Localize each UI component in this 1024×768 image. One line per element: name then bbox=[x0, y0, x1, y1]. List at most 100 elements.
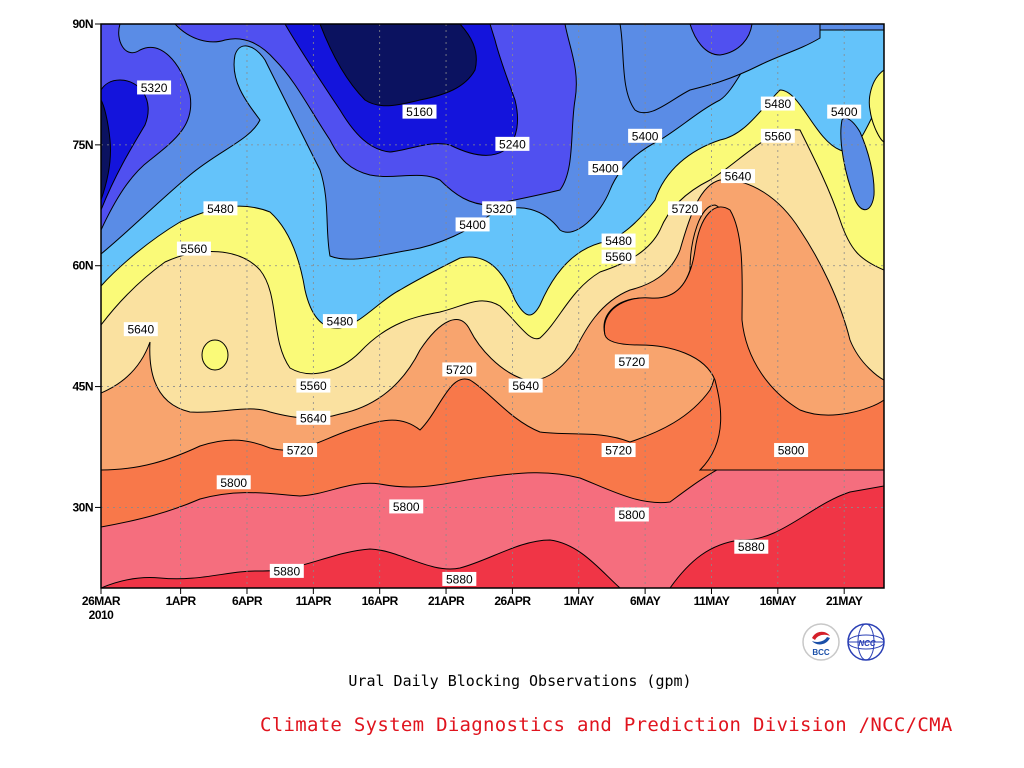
contour-label-text: 5480 bbox=[327, 315, 354, 329]
x-tick-year-label: 2010 bbox=[89, 608, 115, 622]
contour-label-text: 5400 bbox=[592, 162, 619, 176]
contour-label: 5480 bbox=[203, 201, 238, 216]
contour-label: 5400 bbox=[827, 104, 862, 119]
contour-label-text: 5880 bbox=[273, 564, 300, 578]
contour-label-box bbox=[216, 475, 251, 490]
y-tick-label: 75N bbox=[72, 138, 93, 152]
band-5240-right-core bbox=[689, 24, 753, 56]
x-axis: 26MAR 1APR 6APR 11APR 16APR 21APR 26APR 1MAY 6MA… bbox=[82, 588, 863, 622]
contour-label: 5240 bbox=[495, 136, 530, 151]
contour-label-text: 5160 bbox=[406, 105, 433, 119]
contour-label: 5720 bbox=[283, 443, 318, 458]
contour-label-text: 5400 bbox=[632, 129, 659, 143]
contour-label-text: 5800 bbox=[778, 444, 805, 458]
contour-label-box bbox=[389, 499, 424, 514]
band-5240-5320-right bbox=[619, 24, 821, 114]
contour-label-box bbox=[137, 80, 172, 95]
contour-label-text: 5880 bbox=[738, 540, 765, 554]
band-below-5160-west bbox=[101, 99, 111, 201]
chart-title: Ural Daily Blocking Observations (gpm) bbox=[348, 672, 692, 690]
contour-labels: 5320 5160 5240 5400 5480 5400 5400 5560 5320 5400… bbox=[123, 80, 862, 586]
contour-label-text: 5720 bbox=[287, 444, 314, 458]
contour-label-box bbox=[203, 201, 238, 216]
contour-label-text: 5560 bbox=[605, 250, 632, 264]
contour-label: 5640 bbox=[721, 169, 756, 184]
contour-label: 5800 bbox=[774, 443, 809, 458]
contour-label: 5560 bbox=[176, 241, 211, 256]
contour-label-box bbox=[667, 201, 702, 216]
contour-label-box bbox=[601, 249, 636, 264]
contour-label-box bbox=[296, 410, 331, 425]
contour-label-text: 5560 bbox=[764, 129, 791, 143]
contour-label-text: 5880 bbox=[446, 572, 473, 586]
contour-label-box bbox=[721, 169, 756, 184]
contour-label: 5640 bbox=[296, 410, 331, 425]
contour-label-box bbox=[508, 378, 543, 393]
contour-label-box bbox=[123, 322, 158, 337]
contour-label: 5800 bbox=[614, 507, 649, 522]
band-5720-enclave bbox=[603, 206, 884, 471]
contour-label-text: 5800 bbox=[618, 508, 645, 522]
contour-label-box bbox=[283, 443, 318, 458]
contour-label: 5560 bbox=[760, 128, 795, 143]
contour-label-text: 5800 bbox=[393, 500, 420, 514]
contour-label-text: 5400 bbox=[459, 218, 486, 232]
contour-label: 5720 bbox=[442, 362, 477, 377]
contour-label: 5720 bbox=[601, 443, 636, 458]
contour-label: 5800 bbox=[216, 475, 251, 490]
contour-label-text: 5320 bbox=[141, 81, 168, 95]
contour-label: 5320 bbox=[482, 201, 517, 216]
plot-frame bbox=[100, 23, 885, 589]
y-tick-label: 60N bbox=[72, 259, 93, 273]
contour-label: 5720 bbox=[614, 354, 649, 369]
x-tick-label: 6MAY bbox=[630, 594, 661, 608]
contour-label-text: 5720 bbox=[446, 363, 473, 377]
x-tick-label: 16MAY bbox=[760, 594, 797, 608]
contour-label-box bbox=[601, 233, 636, 248]
y-tick-label: 90N bbox=[72, 17, 93, 31]
bcc-logo-text: BCC bbox=[812, 648, 830, 657]
contour-label: 5400 bbox=[628, 128, 663, 143]
contour-label-box bbox=[482, 201, 517, 216]
contour-label: 5880 bbox=[734, 539, 769, 554]
contour-label-text: 5560 bbox=[300, 379, 327, 393]
contour-label-text: 5720 bbox=[605, 444, 632, 458]
contour-label-text: 5480 bbox=[764, 97, 791, 111]
contour-label-box bbox=[614, 507, 649, 522]
contour-label-box bbox=[442, 362, 477, 377]
contour-label-text: 5640 bbox=[300, 411, 327, 425]
contour-label-box bbox=[628, 128, 663, 143]
contour-label-text: 5640 bbox=[725, 170, 752, 184]
x-tick-label: 26MAR bbox=[82, 594, 121, 608]
x-tick-label: 26APR bbox=[494, 594, 531, 608]
contour-label: 5800 bbox=[389, 499, 424, 514]
contour-label-text: 5800 bbox=[220, 476, 247, 490]
contour-label-box bbox=[760, 96, 795, 111]
x-tick-label: 1MAY bbox=[564, 594, 595, 608]
contour-label: 5880 bbox=[269, 563, 304, 578]
contour-label-box bbox=[601, 443, 636, 458]
x-tick-label: 16APR bbox=[362, 594, 399, 608]
x-tick-label: 21MAY bbox=[826, 594, 863, 608]
contour-label: 5160 bbox=[402, 104, 437, 119]
band-below-5160-center bbox=[319, 24, 477, 107]
y-tick-label: 45N bbox=[72, 380, 93, 394]
contour-label-text: 5480 bbox=[207, 202, 234, 216]
grid-lines bbox=[101, 24, 884, 588]
contour-label-box bbox=[269, 563, 304, 578]
credit-line: Climate System Diagnostics and Predictio… bbox=[260, 714, 953, 736]
contour-label-box bbox=[322, 314, 357, 329]
contour-label-text: 5400 bbox=[831, 105, 858, 119]
contour-label: 5480 bbox=[322, 314, 357, 329]
x-tick-label: 1APR bbox=[166, 594, 197, 608]
contour-label: 5640 bbox=[123, 322, 158, 337]
contour-label: 5560 bbox=[601, 249, 636, 264]
contour-label-box bbox=[760, 128, 795, 143]
contour-label: 5320 bbox=[137, 80, 172, 95]
y-axis: 30N 45N 60N 75N 90N bbox=[72, 17, 101, 514]
contour-label-box bbox=[774, 443, 809, 458]
x-tick-label: 6APR bbox=[232, 594, 263, 608]
contour-label-box bbox=[176, 241, 211, 256]
y-tick-label: 30N bbox=[72, 500, 93, 514]
